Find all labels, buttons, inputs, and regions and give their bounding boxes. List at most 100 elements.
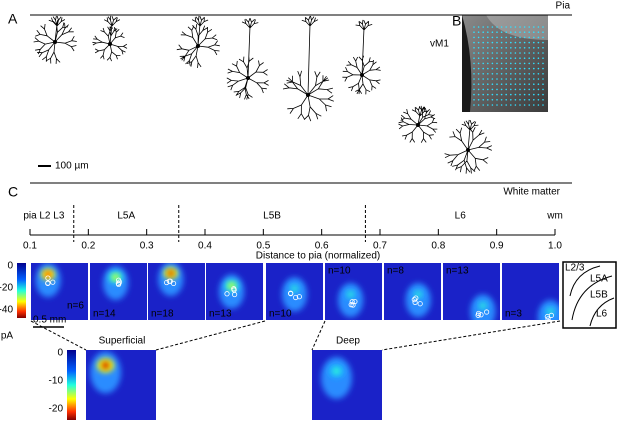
- stim-site: [523, 93, 526, 96]
- soma: [306, 93, 310, 97]
- stim-site: [542, 99, 544, 101]
- stim-site: [533, 104, 535, 106]
- stim-site: [491, 41, 494, 44]
- stim-site: [510, 57, 512, 59]
- x-tick-label: 0.6: [315, 241, 329, 252]
- stim-site: [482, 88, 485, 91]
- stim-site: [500, 104, 503, 106]
- stim-site: [510, 78, 512, 80]
- stim-site: [473, 62, 475, 65]
- stim-site: [514, 78, 517, 80]
- stim-site: [510, 67, 512, 70]
- stim-site: [537, 36, 540, 39]
- stim-site: [487, 57, 489, 59]
- stim-site: [542, 57, 544, 59]
- stim-site: [542, 31, 544, 33]
- stim-site: [505, 57, 508, 59]
- stim-site: [482, 26, 485, 28]
- map-part: [296, 294, 302, 300]
- white-matter-label: White matter: [503, 187, 560, 198]
- stim-site: [519, 88, 521, 91]
- stim-site: [482, 62, 485, 65]
- stim-site: [537, 93, 540, 96]
- stim-site: [487, 104, 489, 106]
- stim-site: [514, 52, 517, 54]
- stim-site: [496, 104, 498, 106]
- colorbar: [67, 350, 76, 420]
- stim-site: [528, 99, 530, 101]
- stim-site: [514, 73, 517, 75]
- stim-site: [505, 26, 508, 28]
- map-part: [164, 279, 170, 286]
- stim-site: [519, 47, 521, 49]
- cell-count: n=8: [387, 266, 404, 277]
- stim-site: [505, 47, 508, 49]
- stim-site: [537, 67, 540, 70]
- stim-site: [505, 78, 508, 80]
- cell-count: n=13: [446, 266, 469, 277]
- stim-site: [500, 52, 503, 54]
- stim-site: [487, 67, 489, 70]
- stim-site: [514, 104, 517, 106]
- stim-site: [491, 52, 494, 54]
- legend-layer: L6: [596, 309, 608, 320]
- stim-site: [533, 99, 535, 101]
- stim-site: [473, 73, 475, 75]
- input-map: [90, 263, 147, 320]
- layer-label: L5A: [117, 211, 135, 222]
- stim-site: [514, 31, 517, 33]
- stim-site: [496, 57, 498, 59]
- map-part: [475, 312, 481, 318]
- stim-site: [510, 104, 512, 106]
- map-part: [405, 282, 431, 318]
- stim-site: [491, 73, 494, 75]
- stim-site: [537, 99, 540, 101]
- soma: [466, 148, 470, 152]
- stim-site: [491, 104, 494, 106]
- map-part: [417, 301, 423, 307]
- stim-site: [523, 62, 526, 65]
- stim-site: [537, 83, 540, 85]
- stim-site: [514, 62, 517, 65]
- input-map: [31, 263, 88, 320]
- input-map: [266, 263, 323, 320]
- stim-site: [528, 31, 530, 33]
- stim-site: [473, 41, 475, 44]
- stim-site: [542, 62, 544, 65]
- slice-image: [462, 15, 548, 112]
- stim-site: [477, 31, 480, 33]
- stim-site: [500, 67, 503, 70]
- stim-site: [496, 67, 498, 70]
- stim-site: [505, 104, 508, 106]
- zoom-line: [30, 320, 87, 351]
- stim-site: [519, 62, 521, 65]
- stim-site: [477, 93, 480, 96]
- stim-site: [510, 88, 512, 91]
- stim-site: [473, 88, 475, 91]
- map-part: [116, 281, 122, 288]
- stim-site: [533, 26, 535, 28]
- stim-site: [528, 78, 530, 80]
- stim-site: [496, 83, 498, 85]
- axis-title: Distance to pia (normalized): [256, 251, 381, 262]
- stim-site: [473, 31, 475, 33]
- stim-site: [491, 47, 494, 49]
- stim-site: [487, 47, 489, 49]
- neuron: [342, 19, 381, 95]
- colorbar-tick-label: 0: [57, 348, 63, 359]
- stim-site: [523, 47, 526, 49]
- stim-site: [519, 57, 521, 59]
- stim-site: [533, 78, 535, 80]
- stim-site: [496, 36, 498, 39]
- stim-site: [477, 36, 480, 39]
- stim-site: [528, 73, 530, 75]
- stim-site: [482, 83, 485, 85]
- x-tick-label: 1.0: [548, 241, 562, 252]
- stim-site: [473, 99, 475, 101]
- stim-site: [542, 67, 544, 70]
- stim-site: [523, 57, 526, 59]
- stim-site: [514, 57, 517, 59]
- stim-site: [500, 26, 503, 28]
- stim-site: [496, 26, 498, 28]
- stim-site: [505, 83, 508, 85]
